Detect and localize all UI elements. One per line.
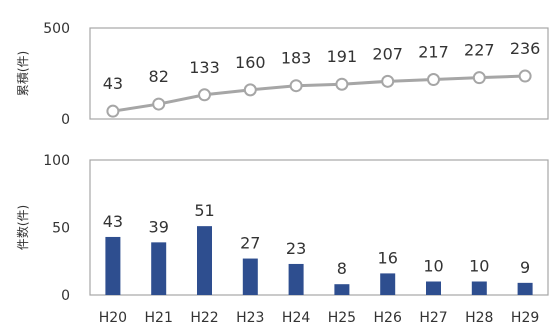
data-label: 10	[469, 257, 489, 276]
data-label: 133	[189, 58, 220, 77]
bar	[151, 242, 167, 295]
data-label: 82	[149, 67, 169, 86]
data-label: 9	[520, 258, 530, 277]
y-tick-label: 500	[43, 21, 70, 37]
x-tick-label: H24	[282, 310, 310, 326]
line-plot-frame	[89, 27, 549, 120]
data-label: 43	[103, 212, 123, 231]
line-point	[289, 79, 303, 93]
bar	[242, 258, 258, 295]
y-axis-label: 件数(件)	[15, 205, 30, 250]
line-point	[243, 83, 257, 97]
data-label: 183	[281, 49, 312, 68]
y-tick-label: 0	[61, 112, 70, 128]
bar	[517, 282, 533, 295]
data-label: 217	[418, 43, 449, 62]
x-tick-label: H23	[236, 310, 264, 326]
line-point	[381, 74, 395, 88]
bar	[288, 263, 304, 295]
data-label: 16	[378, 248, 398, 267]
bar	[380, 273, 396, 295]
x-axis-category-labels: H20 H21 H22 H23 H24 H25 H26 H27 H28 H29	[99, 310, 540, 326]
y-tick-label: 50	[52, 221, 70, 237]
data-label: 8	[337, 259, 347, 278]
line-point	[472, 71, 486, 85]
cumulative-line-panel: 0 500 累積(件) 43 82 133 160 183 191 207 217 227 236	[15, 21, 549, 128]
data-label: 51	[194, 201, 214, 220]
x-tick-label: H28	[465, 310, 493, 326]
data-label: 160	[235, 53, 266, 72]
x-tick-label: H21	[145, 310, 173, 326]
x-tick-label: H20	[99, 310, 127, 326]
bar	[426, 281, 441, 295]
x-tick-label: H29	[511, 310, 539, 326]
data-label: 10	[423, 257, 443, 276]
bar	[197, 226, 212, 295]
data-label: 23	[286, 239, 306, 258]
data-label: 207	[372, 44, 403, 63]
data-label: 43	[103, 74, 123, 93]
y-tick-label: 0	[61, 288, 70, 304]
cumulative-series-line	[112, 74, 526, 113]
line-point	[335, 77, 349, 91]
data-label: 27	[240, 234, 260, 253]
data-label: 191	[327, 47, 358, 66]
x-tick-label: H22	[190, 310, 218, 326]
line-point	[106, 104, 120, 118]
y-tick-label: 100	[43, 153, 70, 169]
data-label: 236	[510, 39, 541, 58]
data-label: 227	[464, 41, 495, 60]
bar	[471, 281, 487, 295]
line-point	[427, 73, 440, 87]
x-tick-label: H26	[374, 310, 402, 326]
y-axis-label: 累積(件)	[15, 51, 30, 96]
annual-bar-panel: 0 50 100 件数(件) 43 39 51 27 23 8 16 10 10 9	[15, 153, 549, 304]
bar-plot-frame	[89, 159, 549, 296]
line-point	[152, 97, 166, 111]
line-point	[198, 88, 211, 102]
x-tick-label: H25	[328, 310, 356, 326]
data-label: 39	[149, 217, 169, 236]
bar	[105, 236, 121, 295]
line-point	[518, 69, 532, 83]
x-tick-label: H27	[419, 310, 447, 326]
bar	[334, 284, 350, 295]
